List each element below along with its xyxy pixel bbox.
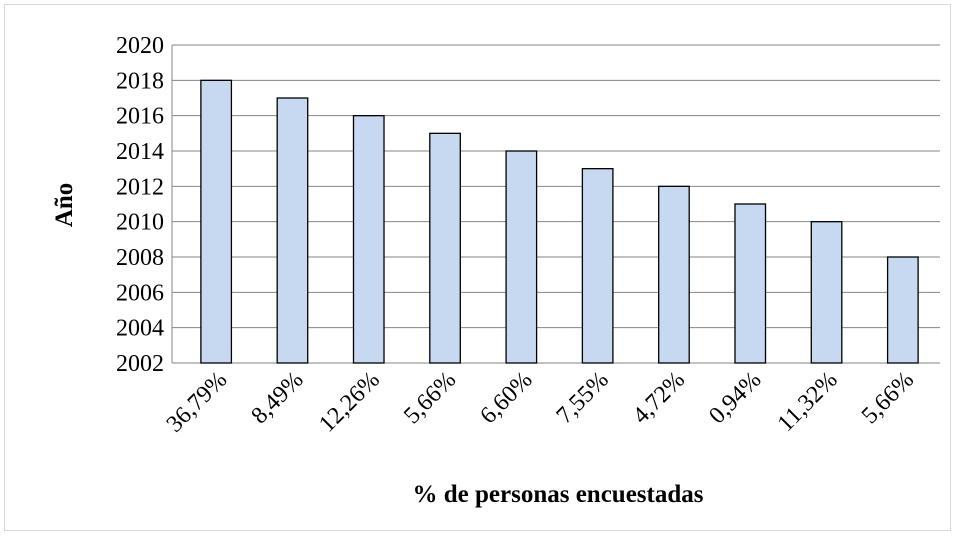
bar [886, 256, 919, 364]
bar [276, 97, 309, 364]
bar [429, 132, 461, 364]
y-tick-label: 2008 [116, 245, 164, 271]
y-tick-label: 2018 [116, 68, 164, 94]
y-tick-label: 2012 [116, 174, 164, 200]
y-tick-label: 2002 [116, 351, 164, 377]
y-tick-label: 2014 [116, 139, 164, 165]
y-axis-title: Año [51, 183, 78, 227]
y-tick-label: 2016 [116, 104, 164, 130]
bar [658, 185, 690, 364]
bar [505, 150, 538, 364]
bar [200, 79, 233, 364]
chart-frame [4, 4, 951, 531]
y-tick-label: 2020 [116, 33, 164, 59]
x-axis-title: % de personas encuestadas [413, 481, 704, 508]
bar [810, 221, 843, 364]
bar [581, 168, 614, 364]
bar [352, 115, 385, 364]
bar [734, 203, 767, 364]
y-tick-label: 2004 [116, 316, 164, 342]
y-tick-label: 2010 [116, 210, 164, 236]
y-tick-label: 2006 [116, 280, 164, 306]
